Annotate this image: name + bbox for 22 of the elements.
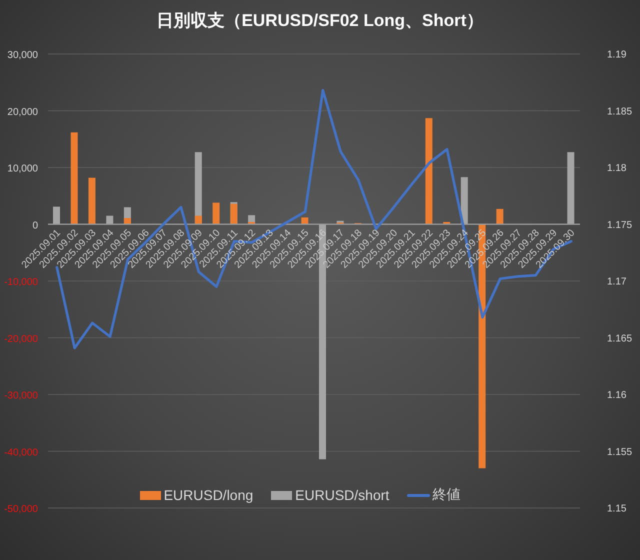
y-tick-label: -20,000 <box>4 334 38 345</box>
y-tick-label: -30,000 <box>4 390 38 402</box>
legend-label: 終値 <box>432 486 460 504</box>
y-tick-label: 10,000 <box>7 164 38 174</box>
y-tick-label: 20,000 <box>7 106 38 118</box>
y2-tick-label: 1.155 <box>607 446 632 458</box>
y2-tick-label: 1.17 <box>607 276 627 288</box>
y2-tick-label: 1.16 <box>607 390 627 402</box>
chart-title: 日別収支（EURUSD/SF02 Long、Short） <box>156 10 484 32</box>
y2-tick-label: 1.19 <box>607 50 627 61</box>
y2-tick-label: 1.175 <box>607 220 632 231</box>
y2-tick-label: 1.15 <box>607 504 627 515</box>
y2-tick-label: 1.18 <box>607 163 627 174</box>
y-tick-label: -40,000 <box>4 447 38 458</box>
y2-tick-label: 1.185 <box>607 106 632 118</box>
y-tick-label: -10,000 <box>4 277 38 288</box>
y2-tick-label: 1.165 <box>607 333 632 344</box>
y-tick-label: 0 <box>32 220 38 232</box>
y-tick-label: 30,000 <box>7 50 38 61</box>
legend-label: EURUSD/long <box>164 487 254 503</box>
legend-label: EURUSD/short <box>295 487 390 503</box>
y-tick-label: -50,000 <box>4 504 38 515</box>
